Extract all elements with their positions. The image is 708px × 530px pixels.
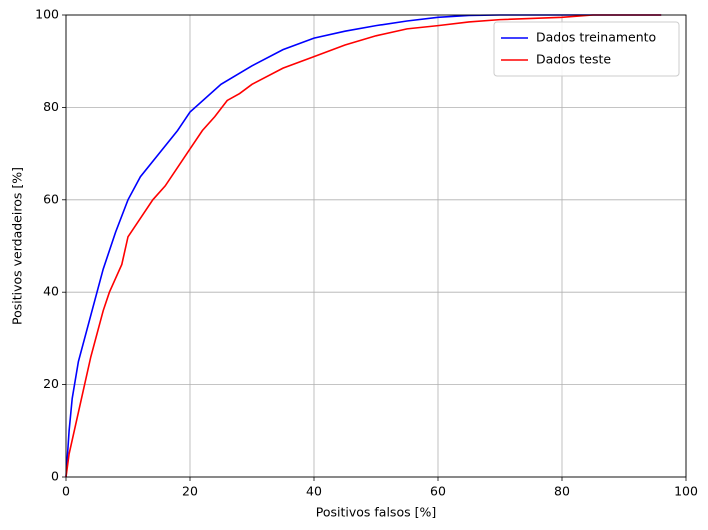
legend-box xyxy=(493,21,680,77)
y-tick-label: 100 xyxy=(35,7,59,22)
y-tick-label: 40 xyxy=(43,284,59,299)
x-tick-label: 100 xyxy=(674,484,698,499)
plot-frame xyxy=(65,14,687,478)
y-tick-label: 20 xyxy=(43,376,59,391)
y-tick-label: 60 xyxy=(43,191,59,206)
series-line xyxy=(65,14,662,478)
y-axis-label: Positivos verdadeiros [%] xyxy=(10,167,25,325)
x-tick-label: 20 xyxy=(182,484,198,499)
x-tick-label: 0 xyxy=(62,484,70,499)
series-line xyxy=(65,14,662,478)
legend-label: Dados treinamento xyxy=(536,30,656,45)
x-tick-label: 80 xyxy=(554,484,570,499)
legend-label: Dados teste xyxy=(536,52,611,67)
y-tick-label: 80 xyxy=(43,99,59,114)
x-tick-label: 60 xyxy=(430,484,446,499)
y-tick-label: 0 xyxy=(51,469,59,484)
x-tick-label: 40 xyxy=(306,484,322,499)
x-axis-label: Positivos falsos [%] xyxy=(316,505,436,520)
legend: Dados treinamento Dados teste xyxy=(493,21,680,77)
